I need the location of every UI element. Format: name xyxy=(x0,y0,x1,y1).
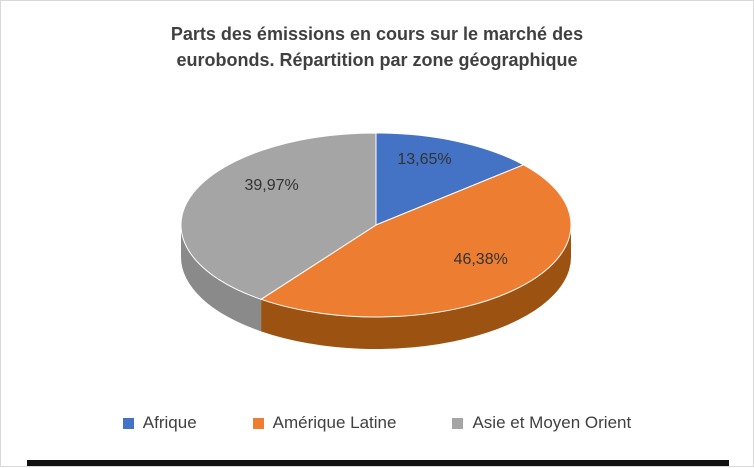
legend-item: Asie et Moyen Orient xyxy=(452,413,631,433)
pie-slice xyxy=(375,132,525,226)
legend-swatch xyxy=(252,417,264,429)
legend-label: Afrique xyxy=(142,413,197,432)
legend-item: Afrique xyxy=(122,413,197,433)
legend-swatch xyxy=(452,417,464,429)
pie-data-label: 46,38% xyxy=(454,251,508,268)
legend-item: Amérique Latine xyxy=(252,413,397,433)
legend-swatch xyxy=(122,417,134,429)
pie-slice xyxy=(259,164,572,318)
legend: Afrique Amérique Latine Asie et Moyen Orie… xyxy=(1,413,753,433)
pie-slice-side xyxy=(181,225,262,332)
pie-slice-side xyxy=(261,225,571,350)
legend-label: Amérique Latine xyxy=(272,413,397,432)
pie-data-label: 13,65% xyxy=(397,151,451,168)
chart-title: Parts des émissions en cours sur le marc… xyxy=(170,24,584,71)
pie-slice xyxy=(180,132,377,300)
bottom-bar xyxy=(27,460,729,466)
pie-data-label: 39,97% xyxy=(245,177,299,194)
legend-label: Asie et Moyen Orient xyxy=(472,413,632,432)
